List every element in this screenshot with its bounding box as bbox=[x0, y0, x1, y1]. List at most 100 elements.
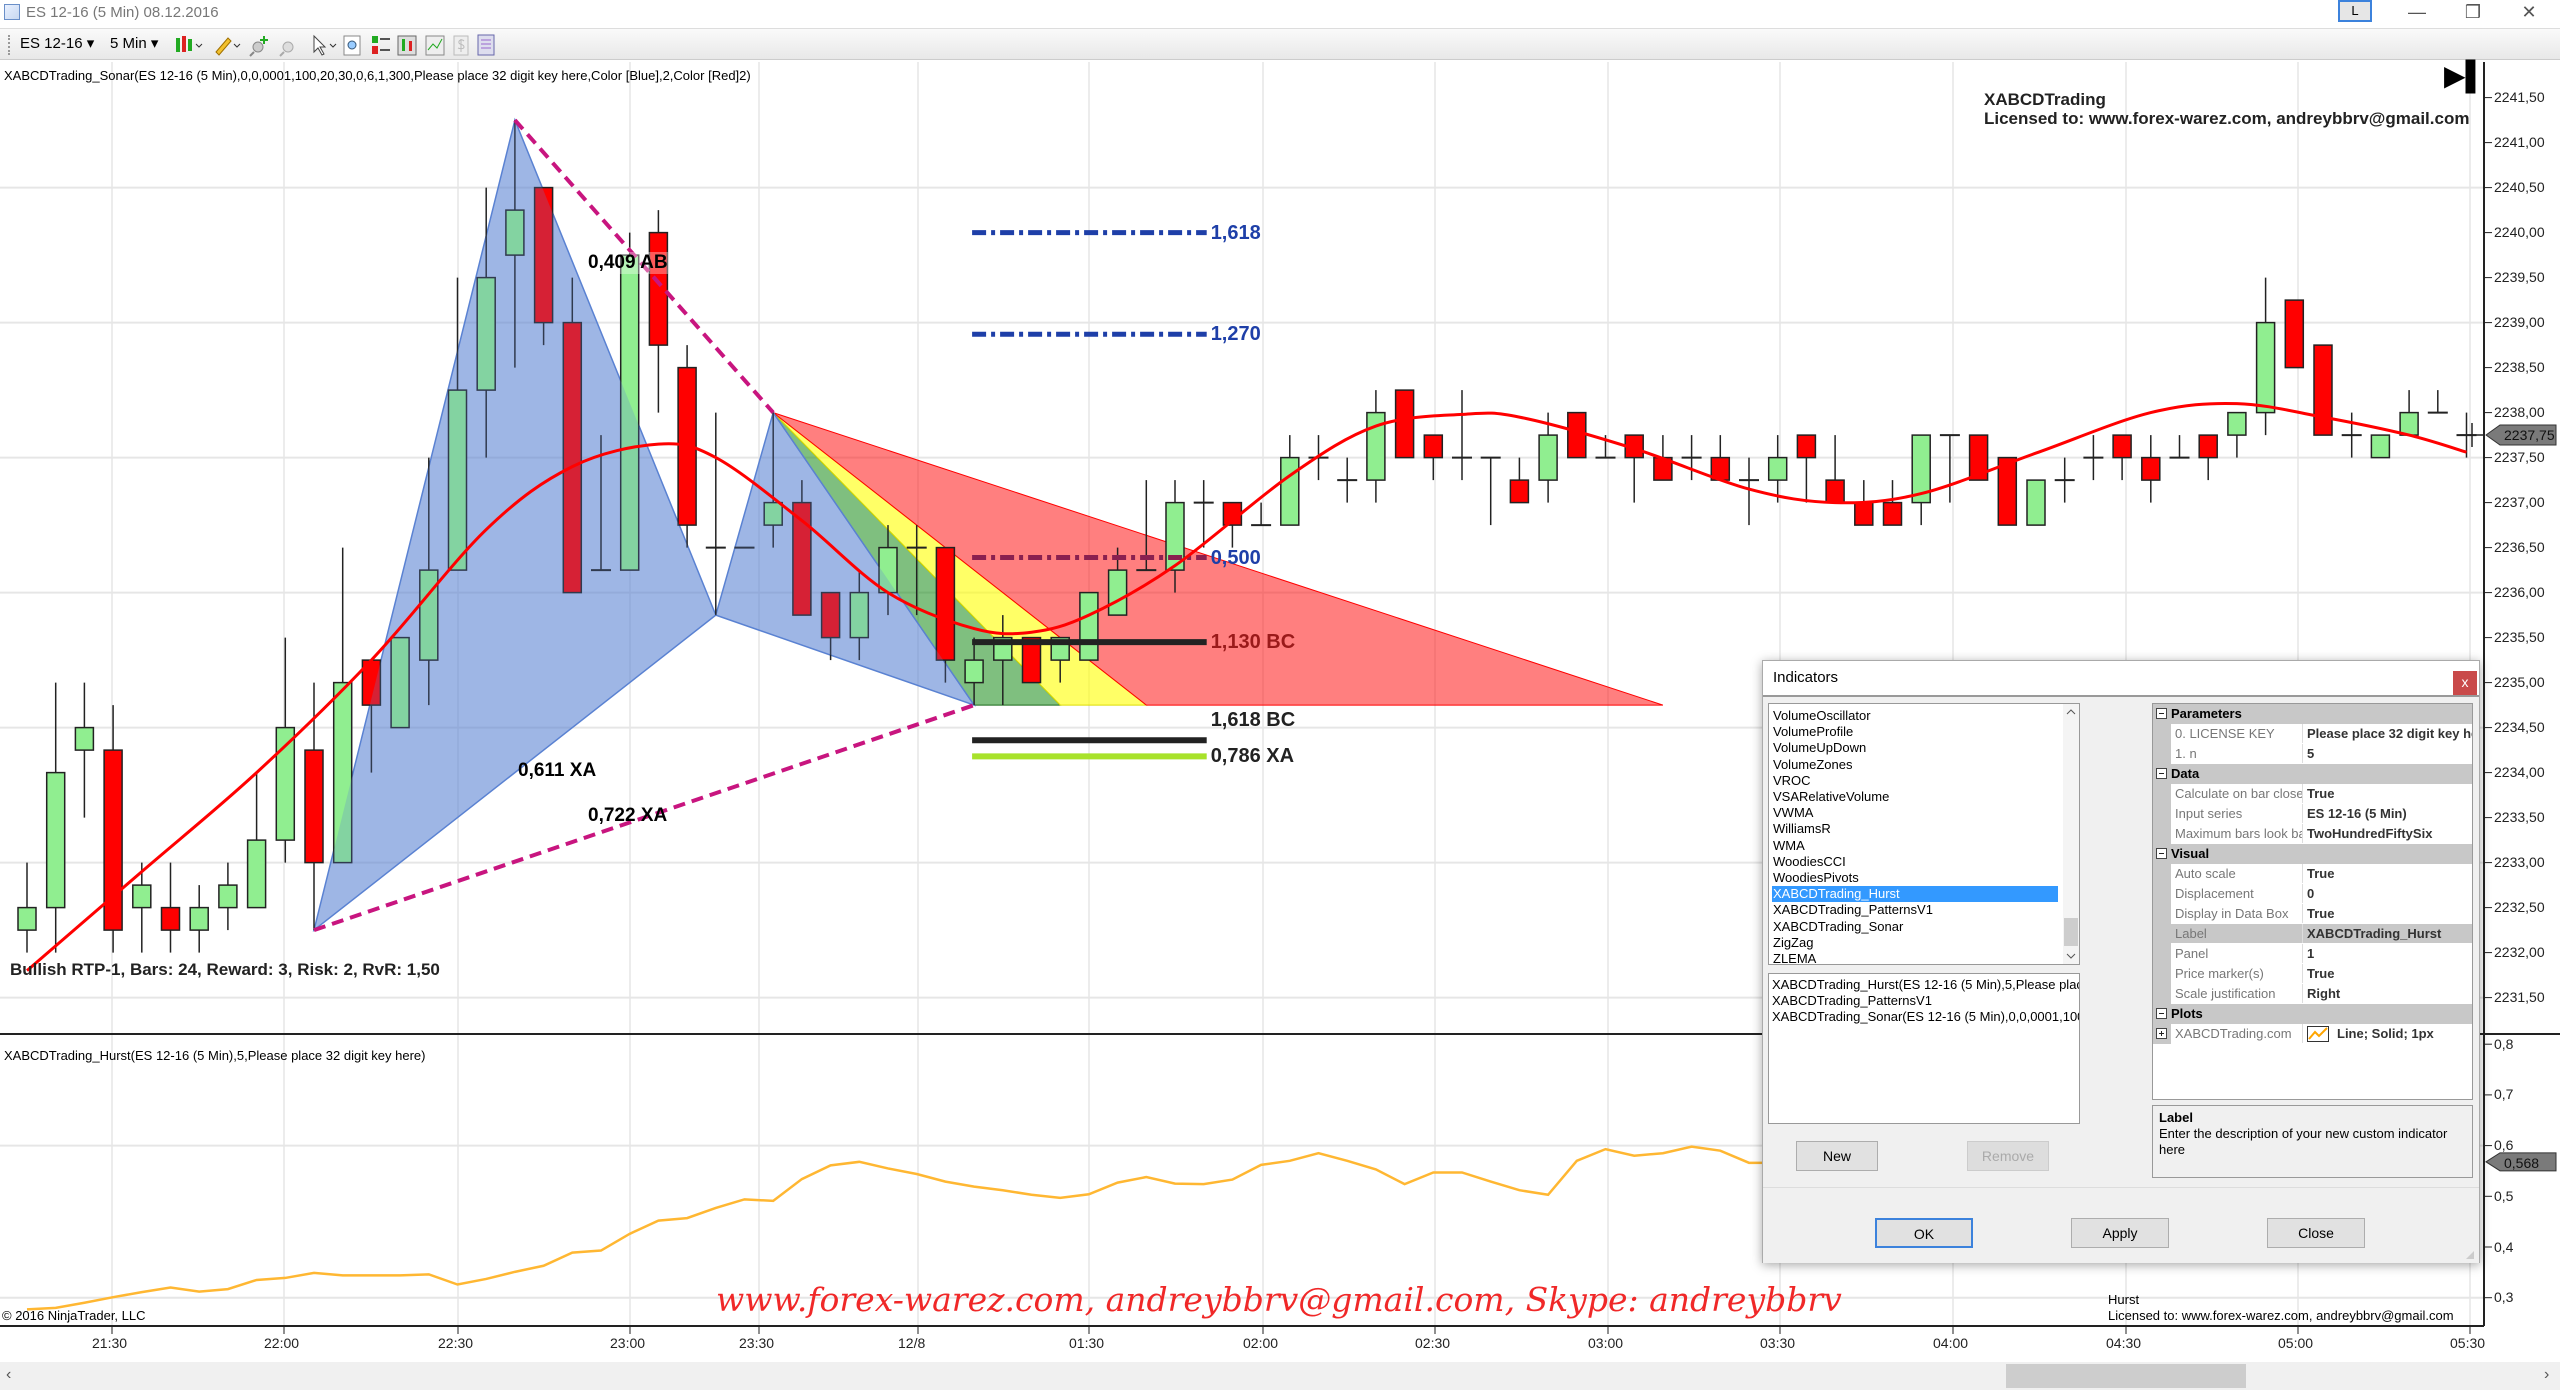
property-row[interactable]: Displacement 0 bbox=[2153, 884, 2472, 904]
strategy-icon[interactable] bbox=[397, 35, 417, 56]
property-value[interactable]: TwoHundredFiftySix bbox=[2303, 824, 2472, 843]
property-category-parameters[interactable]: Parameters bbox=[2153, 704, 2472, 724]
indicator-list-item[interactable]: WoodiesPivots bbox=[1773, 870, 1859, 885]
property-row[interactable]: Auto scale True bbox=[2153, 864, 2472, 884]
bar-type-icon[interactable] bbox=[176, 36, 203, 52]
applied-indicators-list[interactable]: XABCDTrading_Hurst(ES 12-16 (5 Min),5,Pl… bbox=[1768, 973, 2080, 1124]
dollar-icon[interactable] bbox=[453, 35, 469, 56]
indicator-list-item[interactable]: ZLEMA bbox=[1773, 951, 1817, 965]
indicator-list-item[interactable]: VROC bbox=[1773, 772, 1811, 788]
property-value[interactable]: 1 bbox=[2303, 944, 2472, 963]
property-grid[interactable]: Parameters 0. LICENSE KEY Please place 32 … bbox=[2152, 703, 2473, 1100]
property-value[interactable]: True bbox=[2303, 864, 2472, 883]
indicator-list-item[interactable]: WMA bbox=[1773, 837, 1805, 853]
dialog-close-button[interactable]: x bbox=[2453, 671, 2477, 695]
dialog-title-bar[interactable]: Indicators x bbox=[1763, 661, 2479, 697]
scroll-right-icon[interactable]: › bbox=[2544, 1366, 2550, 1383]
indicator-list-item[interactable]: VolumeProfile bbox=[1773, 724, 1854, 740]
indicator-list-item[interactable]: ZigZag bbox=[1773, 934, 1814, 950]
new-button[interactable]: New bbox=[1796, 1141, 1878, 1171]
order-entry-icon[interactable] bbox=[372, 36, 390, 54]
list-scroll-thumb[interactable] bbox=[2064, 918, 2078, 946]
zoom-out-icon[interactable] bbox=[279, 41, 294, 57]
minimize-button[interactable]: — bbox=[2408, 2, 2426, 22]
candle bbox=[2083, 435, 2104, 481]
apply-button[interactable]: Apply bbox=[2071, 1218, 2169, 1248]
property-value[interactable]: True bbox=[2303, 964, 2472, 983]
list-scrollbar[interactable] bbox=[2063, 704, 2079, 964]
indicator-list-item[interactable]: XABCDTrading_Sonar bbox=[1773, 918, 1904, 934]
remove-button[interactable]: Remove bbox=[1967, 1141, 2049, 1171]
property-value[interactable]: Right bbox=[2303, 984, 2472, 1003]
property-value[interactable]: Please place 32 digit key here bbox=[2303, 724, 2472, 743]
pencil-draw-icon[interactable] bbox=[215, 37, 241, 56]
restore-button[interactable]: ❒ bbox=[2464, 2, 2482, 22]
indicator-list-item[interactable]: VolumeZones bbox=[1773, 756, 1853, 772]
applied-indicator-item[interactable]: XABCDTrading_Hurst(ES 12-16 (5 Min),5,Pl… bbox=[1772, 977, 2079, 992]
property-category-visual[interactable]: Visual bbox=[2153, 844, 2472, 864]
property-row[interactable]: Maximum bars look backTwoHundredFiftySix bbox=[2153, 824, 2472, 844]
candle-body bbox=[1854, 501, 1874, 526]
property-row[interactable]: Display in Data Box True bbox=[2153, 904, 2472, 924]
property-value[interactable]: 5 bbox=[2303, 744, 2472, 763]
indicator-list-item[interactable]: XABCDTrading_PatternsV1 bbox=[1773, 902, 1933, 918]
collapse-icon[interactable] bbox=[2156, 708, 2167, 719]
candle bbox=[763, 412, 783, 548]
property-row[interactable]: Price marker(s) True bbox=[2153, 964, 2472, 984]
property-category-data[interactable]: Data bbox=[2153, 764, 2472, 784]
property-row[interactable]: XABCDTrading.com Line; Solid; 1px bbox=[2153, 1024, 2472, 1044]
scroll-up-icon[interactable] bbox=[2066, 708, 2076, 716]
magnifier-icon[interactable] bbox=[343, 35, 361, 56]
applied-indicator-item[interactable]: XABCDTrading_Sonar(ES 12-16 (5 Min),0,0,… bbox=[1772, 1009, 2079, 1025]
property-value[interactable]: True bbox=[2303, 904, 2472, 923]
indicator-icon[interactable] bbox=[425, 35, 445, 56]
scroll-to-end-icon[interactable]: ▶▌ bbox=[2444, 60, 2486, 91]
property-row[interactable]: Scale justification Right bbox=[2153, 984, 2472, 1004]
scroll-left-icon[interactable]: ‹ bbox=[6, 1366, 12, 1383]
property-value[interactable]: XABCDTrading_Hurst bbox=[2303, 924, 2472, 943]
zoom-in-icon[interactable] bbox=[249, 36, 268, 57]
close-window-button[interactable]: ✕ bbox=[2521, 2, 2537, 22]
indicator-list-item[interactable]: WilliamsR bbox=[1773, 821, 1831, 837]
hurst-marker-tag bbox=[2485, 1152, 2557, 1172]
resize-grip[interactable] bbox=[2465, 1250, 2475, 1260]
scroll-thumb[interactable] bbox=[2006, 1364, 2246, 1388]
available-indicators-list[interactable]: VolumeOscillator VolumeProfile VolumeUpDow… bbox=[1768, 703, 2080, 965]
cursor-icon[interactable] bbox=[313, 34, 337, 56]
toolbar-grip[interactable] bbox=[8, 35, 10, 55]
indicator-list-item[interactable]: XABCDTrading_Hurst bbox=[1772, 886, 2058, 903]
property-row[interactable]: Calculate on bar close True bbox=[2153, 784, 2472, 804]
instrument-selector[interactable]: ES 12-16 ▾ bbox=[20, 34, 94, 52]
indicator-list-item[interactable]: VWMA bbox=[1773, 805, 1814, 821]
applied-indicator-item[interactable]: XABCDTrading_PatternsV1 bbox=[1772, 993, 1932, 1009]
property-category-plots[interactable]: Plots bbox=[2153, 1004, 2472, 1024]
expand-icon[interactable] bbox=[2156, 1028, 2167, 1039]
chart-scrollbar[interactable]: ‹ › bbox=[0, 1362, 2560, 1390]
property-row[interactable]: 0. LICENSE KEY Please place 32 digit key … bbox=[2153, 724, 2472, 744]
property-value[interactable]: 0 bbox=[2303, 884, 2472, 903]
property-row[interactable]: Input series ES 12-16 (5 Min) bbox=[2153, 804, 2472, 824]
indicator-list-item[interactable]: WoodiesCCI bbox=[1773, 853, 1846, 869]
close-button[interactable]: Close bbox=[2267, 1218, 2365, 1248]
ok-button[interactable]: OK bbox=[1875, 1218, 1973, 1248]
collapse-icon[interactable] bbox=[2156, 1008, 2167, 1019]
link-button[interactable]: L bbox=[2338, 0, 2372, 22]
candle-body bbox=[763, 501, 783, 526]
indicator-list-item[interactable]: VolumeUpDown bbox=[1773, 740, 1867, 756]
interval-selector[interactable]: 5 Min ▾ bbox=[110, 34, 158, 52]
collapse-icon[interactable] bbox=[2156, 768, 2167, 779]
collapse-icon[interactable] bbox=[2156, 848, 2167, 859]
properties-icon[interactable] bbox=[477, 34, 495, 56]
property-value[interactable]: Line; Solid; 1px bbox=[2303, 1024, 2472, 1043]
scroll-down-icon[interactable] bbox=[2066, 952, 2076, 960]
indicator-list-item[interactable]: VSARelativeVolume bbox=[1773, 789, 1890, 804]
candle-body bbox=[2284, 299, 2305, 369]
property-row[interactable]: Label XABCDTrading_Hurst bbox=[2153, 924, 2472, 944]
property-row[interactable]: Panel 1 bbox=[2153, 944, 2472, 964]
property-value[interactable]: ES 12-16 (5 Min) bbox=[2303, 804, 2472, 823]
price-tick-label: 2232,00 bbox=[2494, 944, 2545, 961]
property-value[interactable]: True bbox=[2303, 784, 2472, 803]
indicator-list-item[interactable]: VolumeOscillator bbox=[1773, 708, 1871, 723]
